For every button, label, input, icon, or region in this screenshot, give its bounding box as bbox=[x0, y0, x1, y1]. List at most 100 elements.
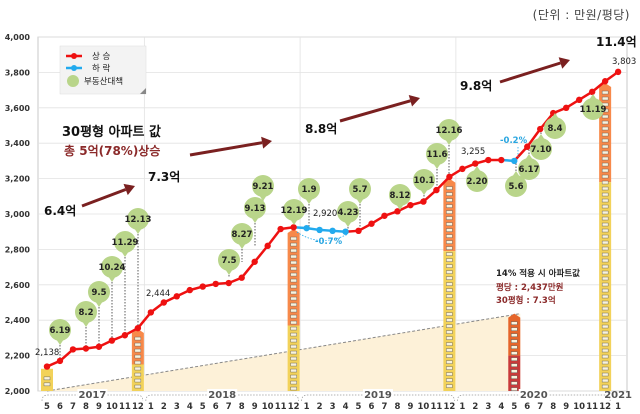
trend-arrow-head-icon bbox=[558, 57, 570, 69]
building-window bbox=[601, 198, 609, 203]
x-tick-label: 7 bbox=[382, 402, 388, 412]
data-point bbox=[575, 96, 583, 104]
building-window bbox=[446, 204, 453, 208]
building-window bbox=[601, 276, 609, 281]
policy-bubble: 8.12 bbox=[389, 184, 411, 210]
x-tick-label: 4 bbox=[498, 402, 504, 412]
building-window bbox=[290, 296, 297, 301]
y-tick-label: 3,000 bbox=[5, 210, 31, 219]
value-label: 2,920 bbox=[313, 209, 337, 219]
data-point bbox=[251, 258, 258, 265]
data-point bbox=[173, 293, 180, 300]
policy-date-label: 10.1 bbox=[414, 176, 435, 186]
building-window bbox=[511, 381, 518, 385]
building-window bbox=[601, 246, 609, 251]
building-window bbox=[601, 342, 609, 347]
building-window bbox=[446, 210, 453, 214]
year-label-bg bbox=[518, 389, 549, 399]
policy-bubble-icon bbox=[49, 319, 71, 341]
building-window bbox=[446, 342, 453, 346]
policy-bubble-icon bbox=[298, 178, 320, 200]
building-window bbox=[601, 162, 609, 167]
data-point bbox=[537, 125, 544, 133]
policy-bubble-icon bbox=[426, 143, 448, 165]
data-point bbox=[147, 309, 155, 316]
policy-date-label: 9.21 bbox=[253, 182, 274, 192]
data-point bbox=[524, 143, 531, 150]
policy-bubble-icon bbox=[544, 117, 566, 139]
building-window bbox=[134, 336, 142, 341]
building-window bbox=[446, 354, 453, 358]
bubble-pointer-icon bbox=[525, 154, 533, 160]
building-window bbox=[601, 372, 609, 377]
line-segment bbox=[253, 245, 269, 263]
x-tick-label: 12 bbox=[288, 402, 300, 412]
x-tick-label: 9 bbox=[563, 402, 569, 412]
x-tick-label: 1 bbox=[304, 402, 310, 412]
building-window bbox=[601, 252, 609, 257]
x-tick-label: 8 bbox=[550, 402, 556, 412]
x-tick-label: 9 bbox=[252, 402, 258, 412]
data-point bbox=[264, 242, 271, 250]
x-tick-label: 12 bbox=[132, 402, 144, 412]
value-label: 3,255 bbox=[461, 147, 485, 157]
building-window bbox=[134, 384, 142, 389]
building-window bbox=[601, 330, 609, 335]
building-window bbox=[446, 378, 453, 382]
x-tick-label: 4 bbox=[187, 402, 193, 412]
policy-date-label: 1.9 bbox=[301, 185, 316, 195]
legend-rise-label: 상 승 bbox=[92, 51, 111, 62]
policy-date-label: 12.16 bbox=[436, 126, 463, 136]
building-window bbox=[601, 336, 609, 341]
policy-date-label: 8.2 bbox=[78, 308, 93, 318]
annotation-line1: 14% 적용 시 아파트값 bbox=[496, 268, 580, 279]
bubble-pointer-icon bbox=[95, 301, 103, 307]
policy-date-label: 8.12 bbox=[390, 191, 411, 201]
baseline-area bbox=[46, 313, 521, 392]
policy-bubble: 2.20 bbox=[466, 166, 488, 192]
x-tick-label: 3 bbox=[330, 402, 336, 412]
x-tick-label: 6 bbox=[524, 402, 530, 412]
building-window bbox=[446, 306, 453, 310]
data-point bbox=[368, 220, 375, 227]
building-window bbox=[290, 374, 297, 379]
bubble-pointer-icon bbox=[589, 94, 597, 100]
trend-arrow-head-icon bbox=[261, 136, 272, 149]
building-window bbox=[446, 288, 453, 292]
building-window bbox=[446, 228, 453, 232]
bubble-pointer-icon bbox=[290, 219, 298, 225]
unit-label: (단위 : 만원/평당) bbox=[532, 8, 630, 22]
building-window bbox=[290, 332, 297, 337]
line-segment bbox=[526, 128, 542, 148]
policy-bubble: 7.10 bbox=[530, 134, 552, 160]
x-tick-label: 3 bbox=[174, 402, 180, 412]
x-tick-label: 5 bbox=[356, 402, 362, 412]
building-window bbox=[511, 369, 518, 373]
x-tick-label: 4 bbox=[343, 402, 349, 412]
trend-arrow-shaft bbox=[339, 99, 411, 123]
x-tick-label: 2 bbox=[161, 402, 167, 412]
y-tick-label: 3,800 bbox=[5, 68, 31, 77]
building-window bbox=[446, 336, 453, 340]
policy-date-label: 10.24 bbox=[99, 263, 126, 273]
building-window bbox=[290, 278, 297, 283]
x-tick-label: 12 bbox=[599, 402, 611, 412]
milestone-label: 7.3억 bbox=[148, 170, 180, 184]
x-tick-label: 3 bbox=[485, 402, 491, 412]
bubble-pointer-icon bbox=[344, 221, 352, 227]
policy-bubble: 8.2 bbox=[75, 301, 97, 327]
trend-arrow-shaft bbox=[81, 188, 127, 208]
bubble-pointer-icon bbox=[420, 189, 428, 195]
policy-bubble-icon bbox=[389, 184, 411, 206]
x-tick-label: 10 bbox=[262, 402, 274, 412]
policy-bubble-icon bbox=[218, 249, 240, 271]
data-point bbox=[303, 224, 310, 232]
building-window bbox=[134, 372, 142, 377]
policy-bubble: 12.13 bbox=[125, 208, 152, 234]
x-tick-label: 7 bbox=[70, 402, 76, 412]
data-point bbox=[472, 160, 479, 167]
x-tick-label: 8 bbox=[83, 402, 89, 412]
building-window bbox=[601, 216, 609, 221]
policy-bubbles: 6.19 8.2 9.5 10.24 11.29 12.13 7.5 8.27 9.13 9.21… bbox=[49, 94, 607, 345]
policy-bubble: 9.5 bbox=[88, 281, 110, 307]
